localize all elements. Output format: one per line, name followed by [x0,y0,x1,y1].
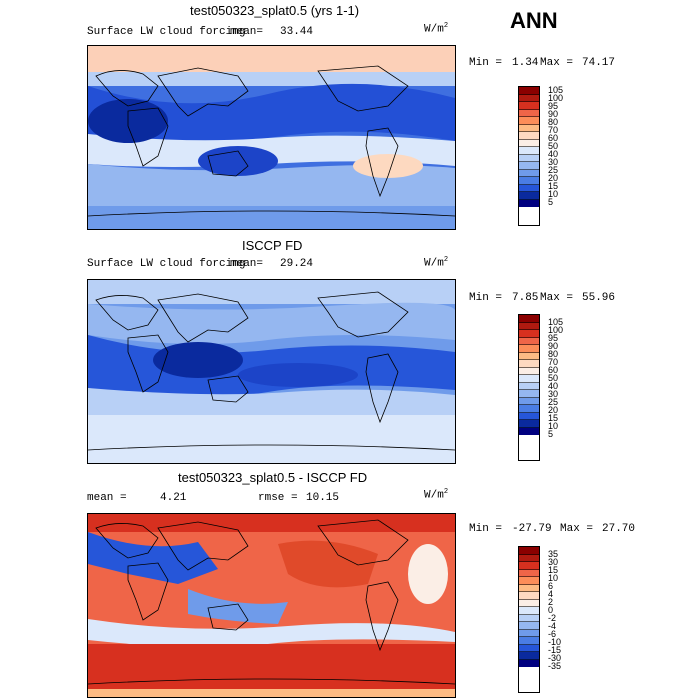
panel2-title: ISCCP FD [242,238,303,253]
panel1-mean-value: 33.44 [280,26,314,38]
panel1-min-value: 1.34 [512,57,539,69]
panel3-units: W/m2 [424,488,449,502]
panel1-units: W/m2 [424,22,449,36]
panel2-units: W/m2 [424,256,449,270]
panel2-min-label: Min = [469,292,503,304]
panel2-colorbar [518,314,540,461]
panel1-max-label: Max = [540,57,574,69]
panel3-mean-value: 4.21 [160,492,187,504]
panel3-map [87,513,456,698]
panel3-map-field [88,514,455,697]
panel2-max-value: 55.96 [582,292,616,304]
panel1-max-value: 74.17 [582,57,616,69]
panel2-mean-label: mean= [230,258,264,270]
panel3-rmse-value: 10.15 [306,492,340,504]
panel3-colorbar-labels: 35 30 15 10 6 4 2 0 -2 -4 -6 -10 -15 -30 -35 [548,549,562,671]
panel3-title: test050323_splat0.5 - ISCCP FD [178,470,368,485]
panel3-min-label: Min = [469,523,503,535]
panel1-map [87,45,456,230]
panel3-colorbar [518,546,540,693]
panel2-mean-value: 29.24 [280,258,314,270]
panel2-map [87,279,456,464]
panel2-map-field [88,280,455,463]
panel1-field-label: Surface LW cloud forcing [87,26,246,38]
panel1-mean-label: mean= [230,26,264,38]
panel2-colorbar-labels: 105 100 95 90 80 70 60 50 40 30 25 20 15 10 5 [548,317,564,439]
panel2-field-label: Surface LW cloud forcing [87,258,246,270]
season-label: ANN [510,8,558,33]
panel1-min-label: Min = [469,57,503,69]
panel3-max-value: 27.70 [602,523,636,535]
panel3-rmse-label: rmse = [258,492,298,504]
panel1-colorbar [518,86,540,226]
panel3-max-label: Max = [560,523,594,535]
panel2-max-label: Max = [540,292,574,304]
panel1-map-field [88,46,455,229]
panel2-min-value: 7.85 [512,292,539,304]
panel1-title: test050323_splat0.5 (yrs 1-1) [190,3,360,18]
panel3-mean-label: mean = [87,492,127,504]
panel1-colorbar-labels: 105 100 95 90 80 70 60 50 40 30 25 20 15 10 5 [548,85,564,207]
panel3-min-value: -27.79 [512,523,552,535]
